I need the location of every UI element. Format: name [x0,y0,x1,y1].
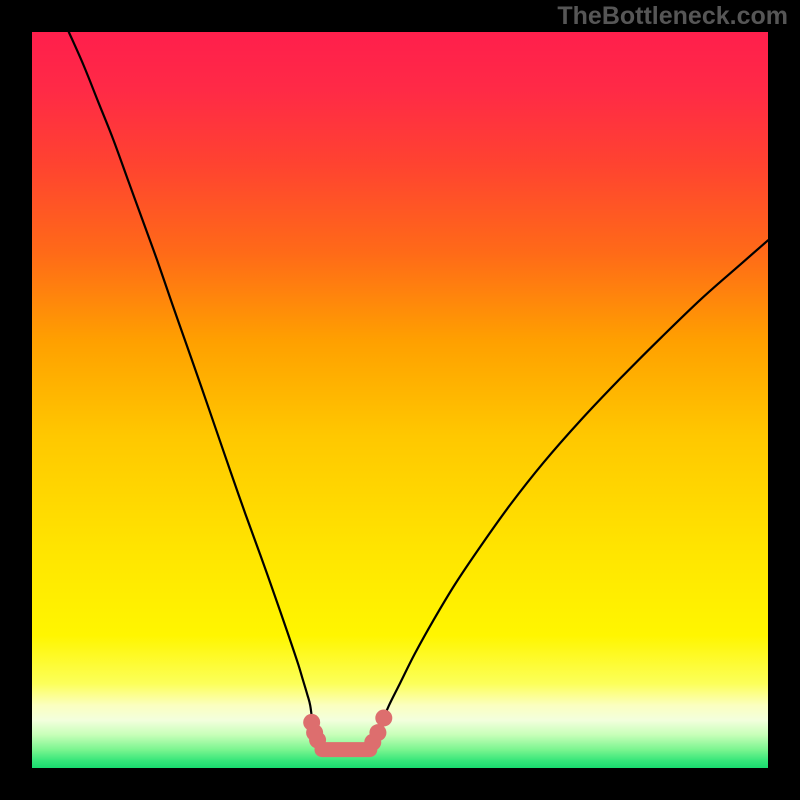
watermark-text: TheBottleneck.com [557,2,788,31]
bottleneck-chart [32,32,768,768]
chart-background-gradient [32,32,768,768]
bead-dot [375,709,392,726]
bead-dot [309,732,326,749]
bead-dot [369,724,386,741]
stage: TheBottleneck.com [0,0,800,800]
